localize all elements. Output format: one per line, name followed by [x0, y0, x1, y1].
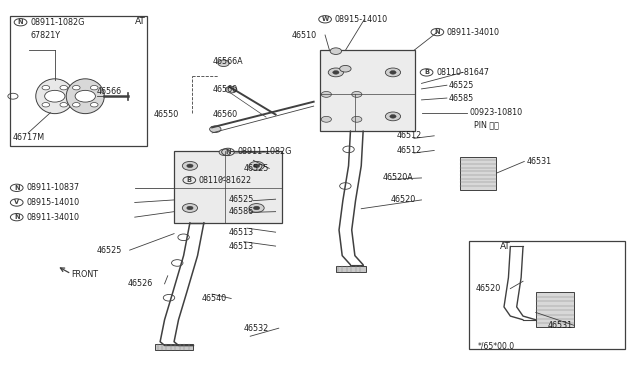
Circle shape — [340, 183, 351, 189]
Text: AT: AT — [135, 17, 145, 26]
Text: FRONT: FRONT — [71, 270, 99, 279]
Circle shape — [72, 86, 80, 90]
Circle shape — [90, 103, 98, 107]
Circle shape — [182, 203, 198, 212]
Circle shape — [253, 206, 260, 210]
Text: 46560: 46560 — [212, 110, 237, 119]
Circle shape — [163, 295, 175, 301]
Bar — [155, 344, 193, 350]
Text: 46525: 46525 — [244, 164, 269, 173]
Circle shape — [333, 71, 339, 74]
Text: N: N — [18, 19, 23, 25]
Text: 46560: 46560 — [212, 86, 237, 94]
Text: 46566: 46566 — [97, 87, 122, 96]
Circle shape — [390, 71, 396, 74]
Bar — [469, 241, 625, 349]
Circle shape — [182, 161, 198, 170]
Bar — [10, 16, 147, 146]
Circle shape — [340, 65, 351, 72]
Text: 46525: 46525 — [449, 81, 474, 90]
Text: N: N — [225, 149, 231, 155]
Text: 00923-10810: 00923-10810 — [469, 108, 522, 117]
Circle shape — [321, 116, 332, 122]
Text: N: N — [435, 29, 440, 35]
Text: 46585: 46585 — [449, 93, 474, 103]
Circle shape — [178, 234, 189, 241]
Circle shape — [187, 206, 193, 210]
Circle shape — [218, 60, 229, 67]
Text: 08911-1082G: 08911-1082G — [237, 147, 292, 156]
Circle shape — [385, 68, 401, 77]
Text: 46566A: 46566A — [212, 57, 243, 66]
Circle shape — [60, 86, 68, 90]
Text: 08915-14010: 08915-14010 — [335, 15, 388, 24]
Circle shape — [352, 92, 362, 97]
Text: 46586: 46586 — [228, 207, 254, 216]
Text: 46550: 46550 — [154, 110, 179, 119]
Circle shape — [42, 86, 50, 90]
Text: 08911-1082G: 08911-1082G — [30, 18, 84, 27]
Text: N: N — [14, 214, 20, 220]
Text: 46532: 46532 — [244, 324, 269, 333]
Text: 08110-81622: 08110-81622 — [199, 176, 252, 185]
Circle shape — [210, 126, 221, 132]
Bar — [320, 51, 415, 131]
Circle shape — [249, 203, 264, 212]
Circle shape — [75, 90, 95, 102]
Circle shape — [328, 68, 344, 77]
Bar — [536, 292, 574, 327]
Text: 08911-34010: 08911-34010 — [447, 28, 500, 36]
Text: 46520: 46520 — [391, 195, 416, 205]
Text: 46512: 46512 — [396, 131, 421, 140]
Circle shape — [390, 115, 396, 118]
Text: 46510: 46510 — [291, 31, 317, 39]
Text: 46520: 46520 — [476, 284, 500, 293]
Text: 46520A: 46520A — [382, 173, 413, 182]
Text: 46540: 46540 — [202, 294, 227, 303]
Bar — [336, 266, 366, 272]
Text: V: V — [14, 199, 19, 205]
Text: B: B — [187, 177, 192, 183]
Text: 46531: 46531 — [526, 157, 551, 166]
Ellipse shape — [36, 79, 74, 113]
Text: 46531: 46531 — [547, 321, 572, 330]
Text: 46526: 46526 — [128, 279, 153, 288]
Text: */65*00.0: */65*00.0 — [477, 341, 515, 351]
Circle shape — [352, 116, 362, 122]
Text: 46525: 46525 — [97, 246, 122, 254]
Text: 46717M: 46717M — [13, 133, 45, 142]
Circle shape — [385, 112, 401, 121]
Circle shape — [225, 86, 237, 93]
Circle shape — [330, 48, 342, 54]
Text: 67821Y: 67821Y — [30, 31, 60, 39]
Text: N: N — [14, 185, 20, 191]
Text: 46513: 46513 — [228, 241, 254, 251]
Text: AT: AT — [500, 242, 511, 251]
Text: 08915-14010: 08915-14010 — [26, 198, 79, 207]
Circle shape — [219, 149, 230, 155]
Circle shape — [45, 90, 65, 102]
Circle shape — [90, 86, 98, 90]
Text: 46512: 46512 — [396, 146, 421, 155]
Text: 08911-34010: 08911-34010 — [26, 213, 79, 222]
Text: 08911-10837: 08911-10837 — [26, 183, 79, 192]
Bar — [174, 151, 282, 223]
Circle shape — [42, 103, 50, 107]
Circle shape — [60, 103, 68, 107]
Text: 08110-81647: 08110-81647 — [436, 68, 489, 77]
Circle shape — [249, 161, 264, 170]
Ellipse shape — [66, 79, 104, 113]
Circle shape — [343, 146, 355, 153]
Circle shape — [321, 92, 332, 97]
Circle shape — [72, 103, 80, 107]
Bar — [460, 157, 497, 190]
Circle shape — [172, 260, 183, 266]
Circle shape — [253, 164, 260, 168]
Text: 46513: 46513 — [228, 228, 254, 237]
Text: W: W — [321, 16, 329, 22]
Text: B: B — [424, 70, 429, 76]
Text: PIN ピン: PIN ピン — [474, 120, 499, 129]
Circle shape — [187, 164, 193, 168]
Text: 46525: 46525 — [228, 195, 254, 204]
